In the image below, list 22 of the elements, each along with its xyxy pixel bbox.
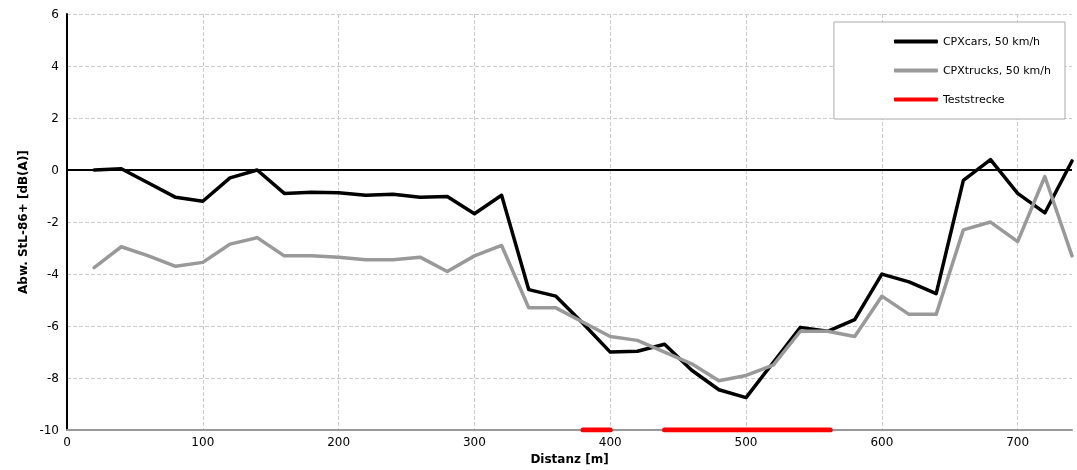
y-axis-title: Abw. StL-86+ [dB(A)] [15, 150, 30, 294]
x-tick-label: 200 [327, 435, 351, 450]
x-tick-label: 400 [598, 435, 622, 450]
legend-label: CPXcars, 50 km/h [942, 35, 1041, 48]
legend-label: CPXtrucks, 50 km/h [942, 64, 1052, 77]
y-tick-label: 2 [51, 111, 59, 126]
x-tick-label: 300 [462, 435, 486, 450]
y-tick-label: -4 [47, 267, 59, 282]
x-tick-label: 600 [870, 435, 894, 450]
legend-label: Teststrecke [941, 93, 1005, 106]
x-axis-title: Distanz [m] [530, 452, 609, 466]
x-tick-label: 700 [1006, 435, 1030, 450]
y-tick-label: -6 [47, 319, 59, 334]
y-tick-label: 4 [51, 59, 59, 74]
y-tick-label: 6 [51, 7, 59, 21]
x-tick-label: 100 [191, 435, 215, 450]
y-tick-label: -2 [47, 215, 59, 230]
y-tick-label: -10 [39, 423, 59, 438]
y-tick-label: 0 [51, 163, 59, 178]
x-tick-label: 0 [63, 435, 71, 450]
y-tick-label: -8 [47, 371, 59, 386]
x-tick-label: 500 [734, 435, 758, 450]
